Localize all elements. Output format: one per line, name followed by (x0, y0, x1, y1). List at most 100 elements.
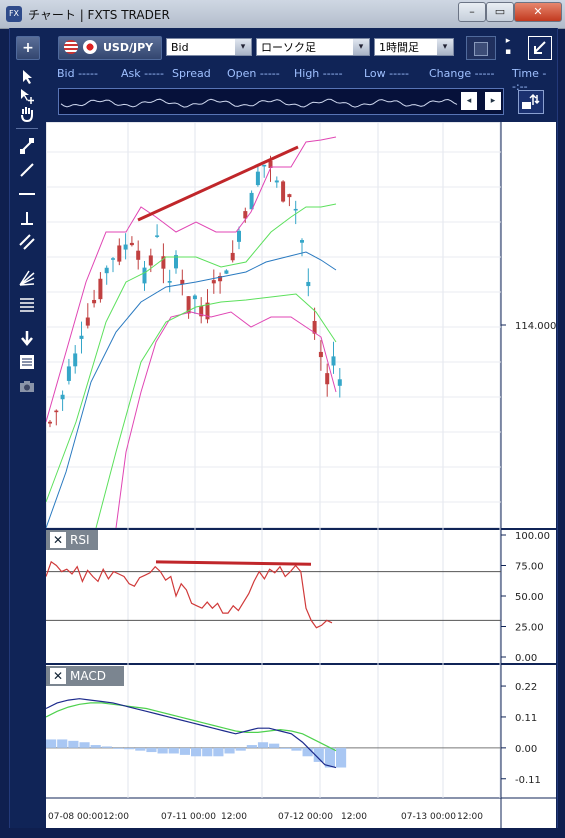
fibonacci-fan-tool[interactable] (17, 268, 37, 288)
trend-line-tool[interactable] (17, 160, 37, 180)
jp-flag-icon (83, 40, 97, 54)
candle-body (111, 258, 115, 260)
crosshair-cursor-tool[interactable] (17, 86, 37, 106)
rsi-label: RSI (70, 533, 90, 547)
candle-body (230, 252, 235, 261)
overview-sparkline (60, 98, 458, 108)
macd-histogram-bar (291, 747, 302, 751)
point-line-tool[interactable] (17, 136, 37, 156)
candle-body (199, 305, 204, 317)
rsi-line (45, 560, 333, 629)
expand-button[interactable] (528, 36, 552, 60)
screenshot-tool[interactable] (17, 376, 37, 396)
macd-histogram-bar (324, 747, 335, 768)
price-field-spread: Spread (172, 67, 211, 80)
macd-histogram-bar (68, 740, 79, 748)
window-title: チャート | FXTS TRADER (28, 8, 170, 22)
pan-tool[interactable] (17, 104, 37, 124)
candle-body (123, 244, 128, 250)
restore-button[interactable]: ▭ (486, 2, 514, 22)
candle-body (148, 255, 153, 266)
horizontal-line-tool[interactable] (17, 184, 37, 204)
macd-histogram-bar (269, 743, 280, 748)
candle-body (167, 281, 172, 283)
candle-body (136, 250, 141, 260)
candle-body (155, 235, 160, 237)
add-chart-button[interactable]: + (16, 36, 40, 60)
candle-body (293, 208, 298, 211)
chart-type-select[interactable]: ローソク足 ▾ (256, 38, 370, 56)
macd-histogram-bar (112, 747, 124, 749)
candle-body (85, 317, 90, 326)
price-field-open: Open ----- (227, 67, 280, 80)
rsi-axis-label: 50.00 (515, 592, 544, 603)
download-arrow-icon (21, 331, 33, 346)
scroll-left-button[interactable]: ◂ (461, 92, 477, 110)
chevron-down-icon: ▾ (235, 39, 251, 55)
candle-body (142, 267, 147, 284)
macd-histogram-bar (213, 747, 224, 757)
candle-body (54, 410, 59, 413)
chart-type-value: ローソク足 (261, 41, 316, 54)
close-rsi-panel-icon[interactable]: ✕ (50, 532, 66, 548)
macd-histogram-bar (135, 747, 146, 751)
chart-canvas[interactable]: 07-08 00:00 12:00 07-11 00:00 12:00 07-12 00… (45, 121, 556, 828)
price-axis-label: 114.000 (515, 321, 556, 332)
tool-divider (16, 128, 38, 129)
macd-histogram-bar (224, 747, 235, 754)
rsi-axis-label: 0.00 (515, 653, 537, 664)
candle-body (262, 164, 267, 167)
cursor-tool[interactable] (17, 66, 37, 86)
candle-body (73, 353, 78, 367)
macd-histogram-bar (336, 747, 347, 768)
macd-signal-line (45, 702, 337, 752)
symbol-label: USD/JPY (103, 41, 154, 54)
chevron-down-icon: ▾ (353, 39, 369, 55)
macd-histogram-bar (302, 747, 313, 757)
timeframe-select[interactable]: 1時間足 ▾ (374, 38, 454, 56)
macd-histogram-bar (235, 747, 246, 751)
sync-button[interactable] (518, 90, 544, 114)
candle-body (79, 335, 84, 339)
download-tool[interactable] (17, 328, 37, 348)
macd-axis-label: 0.22 (515, 682, 537, 693)
candle-body (274, 180, 279, 183)
macd-axis-label: 0.11 (515, 713, 537, 724)
fibonacci-retracement-tool[interactable] (17, 294, 37, 314)
color-swatch-button[interactable] (466, 36, 496, 60)
candle-body (306, 281, 311, 287)
close-window-button[interactable]: ✕ (514, 2, 562, 22)
macd-histogram-bar (246, 745, 257, 748)
macd-histogram-bar (168, 747, 179, 754)
price-info-bar: Bid ----- Ask ----- Spread Open ----- High -… (57, 67, 557, 93)
candle-body (117, 245, 122, 262)
candle-body (104, 267, 109, 274)
scroll-right-button[interactable]: ▸ (485, 92, 501, 110)
close-macd-panel-icon[interactable]: ✕ (50, 668, 66, 684)
candle-body (174, 255, 178, 269)
arrow-diagonal-icon (534, 41, 546, 54)
arrow-cursor-icon (23, 70, 32, 84)
macd-histogram-bar (90, 745, 101, 748)
candle-body (211, 280, 216, 284)
macd-histogram-bar (46, 739, 57, 748)
macd-histogram-bar (157, 747, 168, 754)
price-type-select[interactable]: Bid ▾ (166, 38, 252, 56)
hand-icon (21, 107, 33, 123)
channel-tool[interactable] (17, 232, 37, 252)
chart-area[interactable]: 07-08 00:00 12:00 07-11 00:00 12:00 07-12 00… (45, 121, 556, 828)
candle-body (186, 296, 191, 314)
x-tick-label: 12:00 (221, 812, 247, 822)
symbol-button[interactable]: USD/JPY (58, 36, 162, 60)
overview-navigator[interactable]: ◂ ▸ (58, 88, 504, 115)
timeframe-value: 1時間足 (379, 41, 419, 54)
rsi-axis-label: 75.00 (515, 562, 544, 573)
vertical-line-tool[interactable] (17, 208, 37, 228)
object-list-tool[interactable] (17, 352, 37, 372)
toolbar-overflow-icon[interactable]: ▸ ▪ (504, 36, 512, 57)
macd-histogram-bar (257, 742, 269, 748)
moving-average-line (45, 251, 337, 529)
price-field-bid: Bid ----- (57, 67, 98, 80)
minimize-button[interactable]: – (458, 2, 486, 22)
bollinger-upper-band (45, 136, 337, 423)
